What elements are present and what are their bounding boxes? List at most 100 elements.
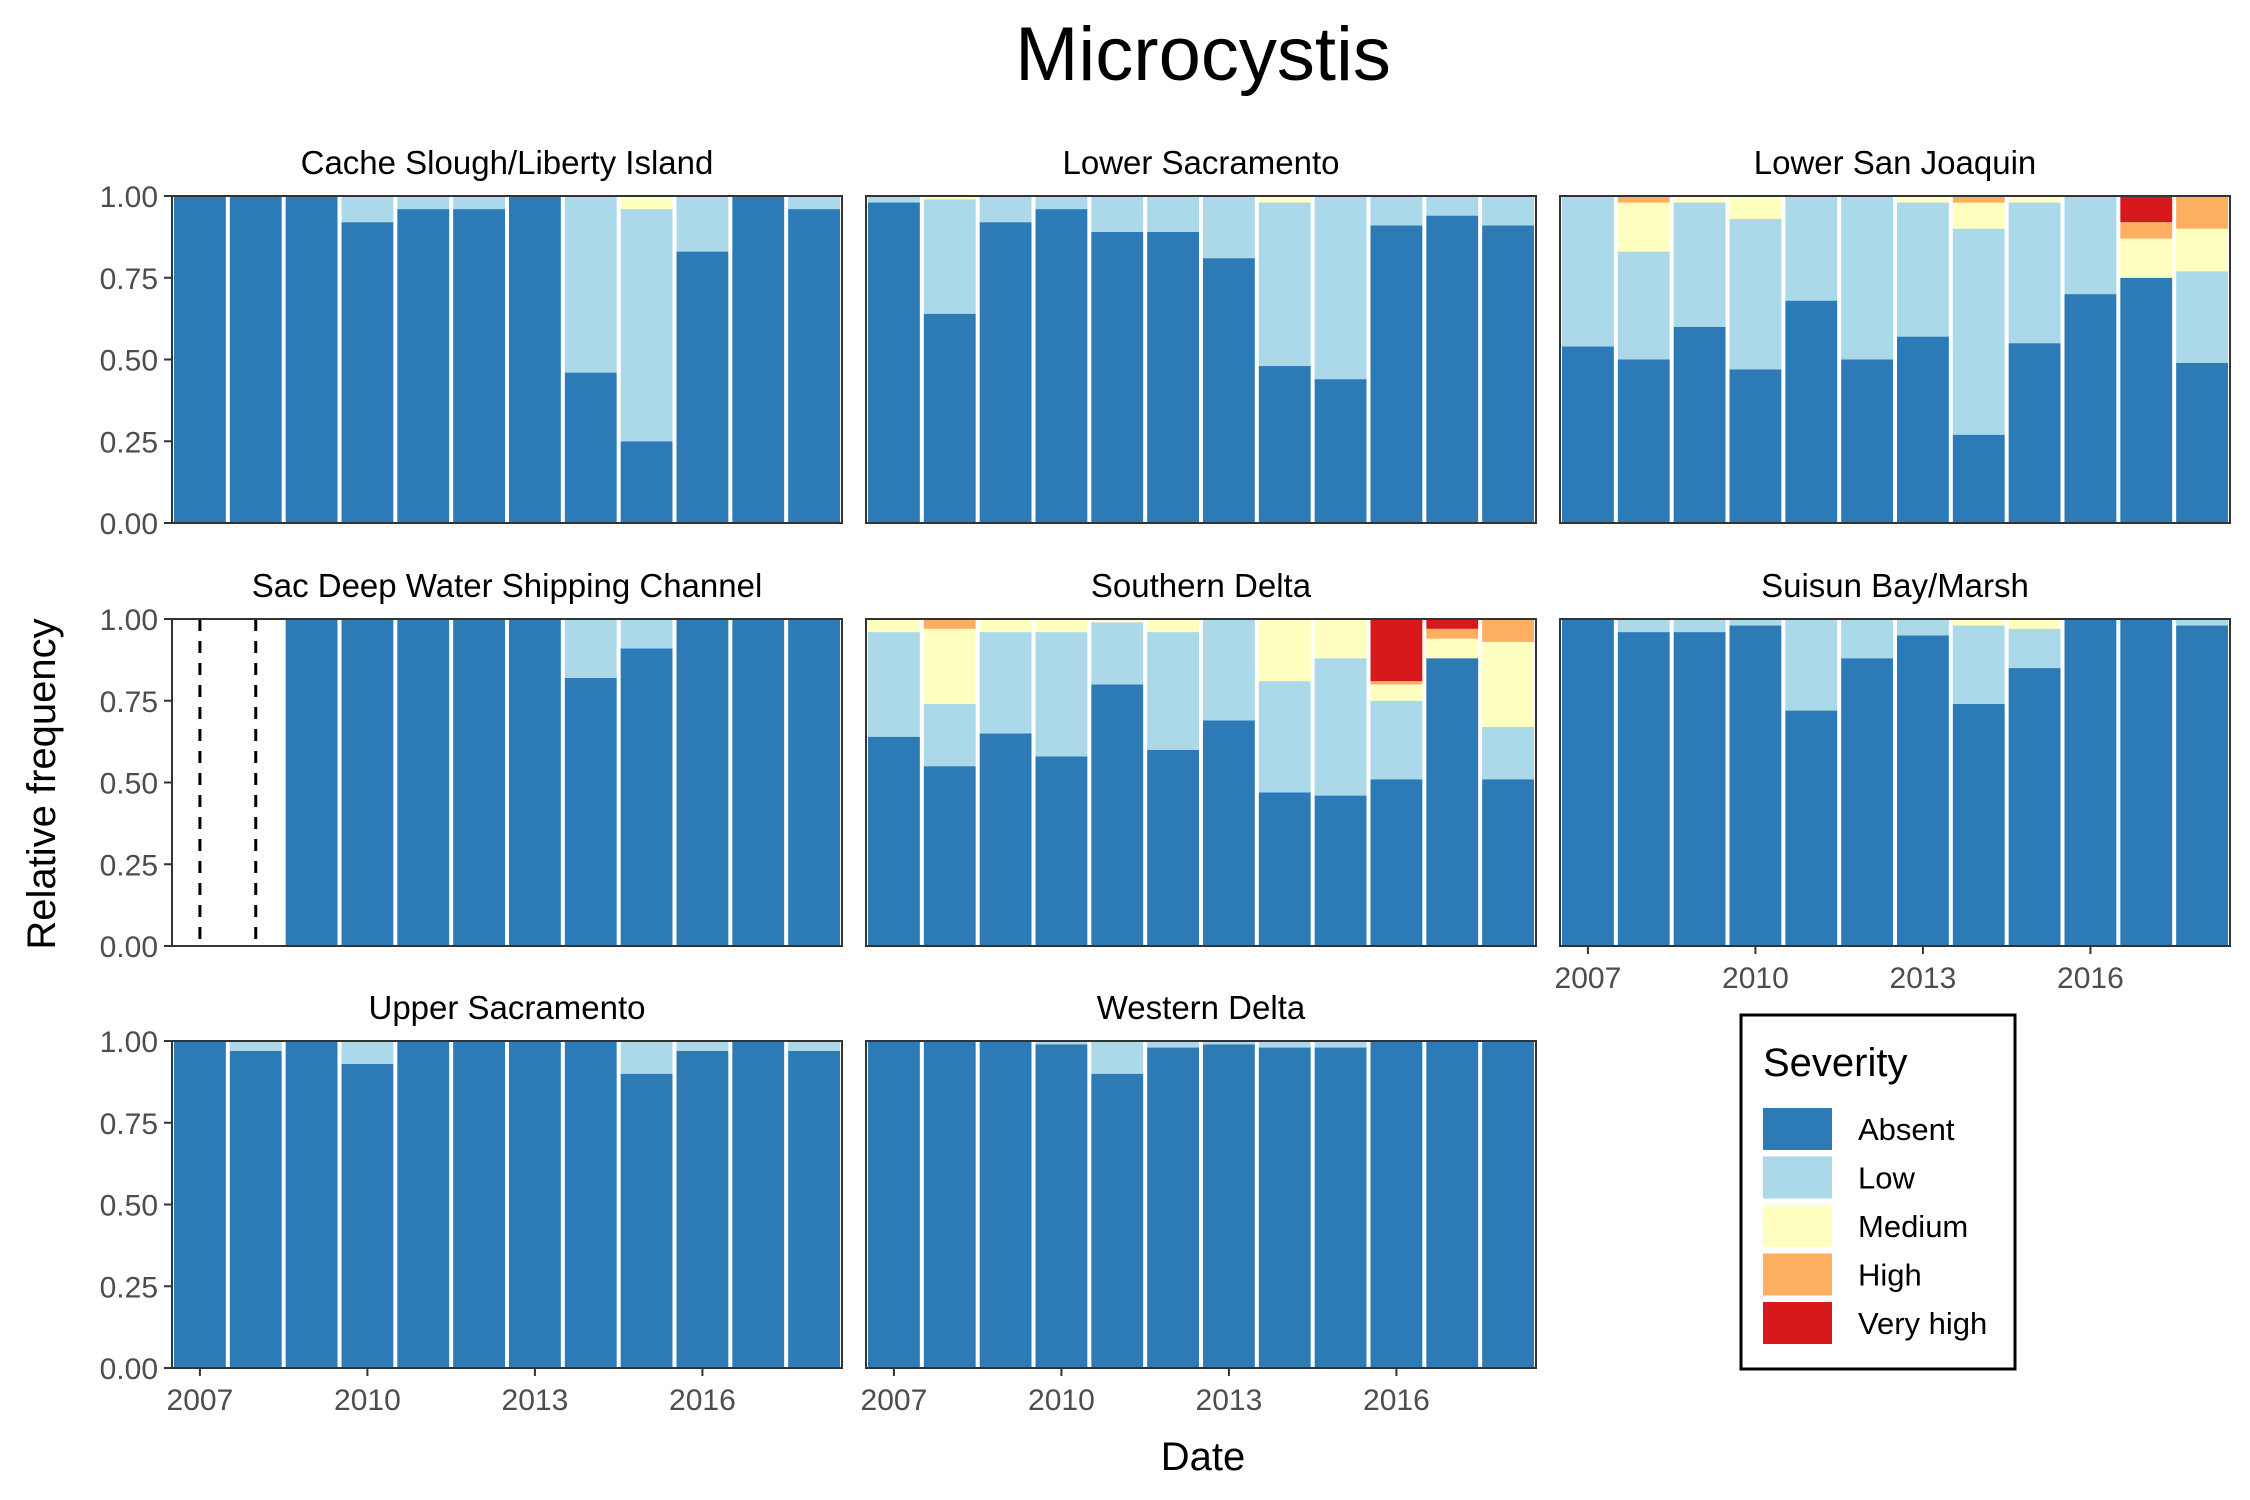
x-tick-label: 2007	[1555, 962, 1622, 995]
bar-segment-low-2015	[620, 619, 673, 649]
bar-segment-absent-2018	[1482, 1041, 1534, 1368]
bar-segment-absent-2017	[732, 196, 785, 523]
bar-segment-low-2016	[2064, 196, 2117, 295]
bar-segment-absent-2016	[1370, 1041, 1423, 1368]
bar-segment-absent-2016	[2064, 619, 2117, 946]
y-tick-label: 0.25	[100, 1271, 158, 1304]
facet-cache-slough-liberty-island: Cache Slough/Liberty Island 0.00 0.25 0.50 0…	[100, 144, 843, 541]
bar-segment-low-2018	[1482, 196, 1534, 226]
bar-segment-low-2012	[453, 196, 505, 210]
y-tick-label: 0.50	[100, 768, 158, 801]
bar-segment-high-2017	[2120, 222, 2173, 239]
legend-swatch-absent	[1763, 1108, 1832, 1150]
bar-segment-medium-2010	[1035, 619, 1088, 633]
bar-segment-absent-2015	[2008, 668, 2061, 946]
bar-segment-absent-2012	[453, 1041, 505, 1368]
legend: Severity Absent Low Medium High Very high	[1739, 1013, 2017, 1371]
bar-segment-absent-2016	[1370, 225, 1423, 523]
y-tick-label: 0.25	[100, 849, 158, 882]
bar-segment-medium-2015	[2008, 619, 2061, 629]
bar-segment-low-2014	[1952, 625, 2005, 705]
bar-segment-low-2012	[1147, 632, 1199, 750]
x-tick-label: 2010	[334, 1384, 401, 1417]
bar-segment-absent-2014	[1258, 366, 1311, 523]
bar-segment-absent-2017	[2120, 619, 2173, 946]
bar-segment-absent-2014	[1952, 434, 2005, 523]
bar-segment-absent-2009	[979, 1041, 1032, 1368]
bar-segment-low-2013	[1203, 196, 1255, 259]
panel-background	[866, 196, 1536, 523]
bar-segment-low-2009	[979, 196, 1032, 223]
bar-segment-low-2015	[1314, 196, 1367, 380]
bar-segment-absent-2016	[676, 1050, 729, 1368]
bar-segment-absent-2018	[788, 1050, 840, 1368]
bar-segment-medium-2008	[923, 628, 976, 705]
y-tick-label: 0.00	[100, 1353, 158, 1386]
bar-segment-low-2015	[2008, 628, 2061, 669]
bar-segment-low-2012	[1841, 196, 1893, 360]
panel-border	[1559, 618, 2231, 947]
bar-segment-absent-2009	[979, 222, 1032, 523]
panel-background	[172, 1041, 842, 1368]
x-tick-label: 2013	[1196, 1384, 1263, 1417]
bar-segment-absent-2016	[676, 619, 729, 946]
bar-segment-low-2014	[1258, 202, 1311, 367]
bar-segment-absent-2008	[229, 196, 282, 523]
facet-lower-sacramento: Lower Sacramento	[865, 144, 1537, 524]
y-tick-label: 0.75	[100, 263, 158, 296]
bar-segment-absent-2017	[2120, 277, 2173, 523]
facet-title: Cache Slough/Liberty Island	[301, 144, 714, 181]
legend-title: Severity	[1763, 1041, 1908, 1085]
bar-segment-absent-2013	[1897, 336, 1949, 523]
bar-segment-absent-2017	[1426, 658, 1479, 946]
bar-segment-medium-2010	[1729, 196, 1782, 219]
bar-segment-low-2016	[1370, 700, 1423, 780]
bar-segment-low-2007	[1562, 196, 1614, 347]
bar-segment-medium-2017	[2120, 238, 2173, 278]
bar-segment-absent-2016	[1370, 779, 1423, 946]
bar-segment-medium-2017	[1426, 638, 1479, 659]
bar-segment-absent-2015	[620, 648, 673, 946]
facet-title: Upper Sacramento	[369, 989, 646, 1026]
bar-segment-absent-2012	[453, 209, 505, 523]
legend-swatch-low	[1763, 1156, 1832, 1199]
bar-segment-absent-2017	[1426, 215, 1479, 523]
y-tick-label: 0.75	[100, 1108, 158, 1141]
bar-segment-high-2008	[923, 619, 976, 629]
bar-segment-absent-2011	[397, 1041, 450, 1368]
bar-segment-medium-2013	[1897, 196, 1949, 203]
bar-segment-low-2013	[1897, 619, 1949, 636]
facet-suisun-bay-marsh: Suisun Bay/Marsh 2007 2010 2013 2016	[1555, 567, 2231, 995]
y-tick-label: 0.00	[100, 931, 158, 964]
bar-segment-absent-2010	[341, 222, 394, 523]
bar-segment-absent-2009	[1673, 632, 1726, 946]
bar-segment-high-2017	[1426, 628, 1479, 639]
bar-segment-medium-2018	[2176, 228, 2228, 272]
bar-segment-low-2009	[1673, 619, 1726, 633]
bar-segment-absent-2008	[229, 1050, 282, 1368]
bar-segment-low-2017	[1426, 196, 1479, 216]
y-tick-label: 0.25	[100, 426, 158, 459]
bar-segment-low-2012	[1147, 196, 1199, 232]
panel-border	[1559, 195, 2231, 524]
bar-segment-low-2011	[1785, 619, 1838, 711]
bar-segment-absent-2007	[1562, 346, 1614, 523]
bar-segment-absent-2010	[1729, 625, 1782, 946]
bar-segment-absent-2014	[1258, 1047, 1311, 1368]
y-tick-label: 0.50	[100, 1190, 158, 1223]
bar-segment-absent-2008	[1617, 359, 1670, 523]
bar-segment-low-2015	[2008, 202, 2061, 344]
bar-segment-very-high-2016	[1370, 619, 1423, 682]
bar-segment-low-2008	[229, 1041, 282, 1051]
bar-segment-absent-2008	[923, 313, 976, 523]
bar-segment-low-2007	[868, 196, 920, 203]
legend-swatch-very-high	[1763, 1302, 1832, 1344]
chart-title: Microcystis	[1015, 12, 1391, 97]
bar-segment-absent-2008	[923, 766, 976, 946]
bar-segment-absent-2010	[1035, 1044, 1088, 1368]
bar-segment-low-2016	[676, 196, 729, 252]
bar-segment-absent-2017	[732, 619, 785, 946]
bar-segment-medium-2009	[979, 619, 1032, 633]
bar-segment-low-2011	[1091, 196, 1144, 232]
bar-segment-absent-2007	[174, 1041, 226, 1368]
